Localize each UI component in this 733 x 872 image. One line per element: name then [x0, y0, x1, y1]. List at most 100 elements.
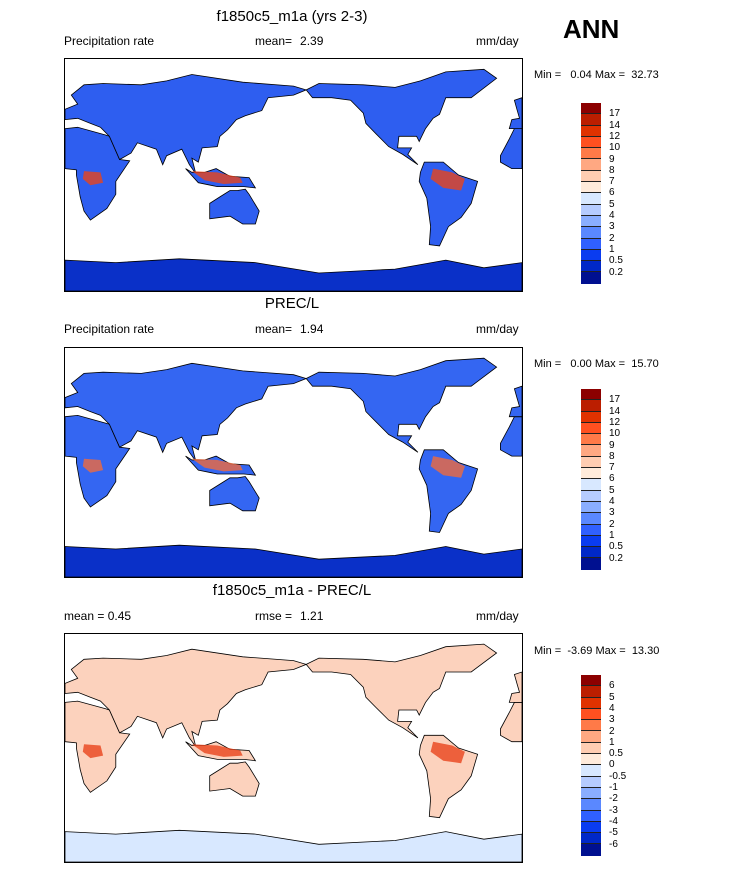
colorbar-tick-label: 8 — [609, 164, 615, 176]
colorbar-tick-label: 2 — [609, 232, 615, 244]
colorbar-box — [581, 238, 601, 250]
colorbar-box — [581, 215, 601, 228]
colorbar-tick-label: -2 — [609, 793, 618, 805]
field-label: Precipitation rate — [64, 322, 155, 336]
stat-label: rmse = — [255, 609, 293, 623]
colorbar-tick-label: 7 — [609, 462, 615, 474]
colorbar-tick-label: 6 — [609, 187, 615, 199]
colorbar-box — [581, 261, 601, 273]
map-panel — [64, 347, 523, 578]
colorbar-tick-label: 3 — [609, 221, 615, 233]
colorbar-box — [581, 445, 601, 457]
colorbar-box — [581, 456, 601, 469]
colorbar-tick-label: 0.2 — [609, 552, 623, 564]
stat: mean= 1.94 — [255, 322, 323, 336]
colorbar-tick-label: 9 — [609, 439, 615, 451]
colorbar-box — [581, 103, 601, 115]
stat: mean= 2.39 — [255, 34, 323, 48]
colorbar-box — [581, 148, 601, 160]
colorbar-box — [581, 434, 601, 446]
season-label: ANN — [563, 14, 620, 44]
colorbar-box — [581, 558, 601, 570]
colorbar-tick-label: -1 — [609, 782, 618, 793]
colorbar-tick-label: 9 — [609, 153, 615, 165]
colorbar-tick-label: 8 — [609, 450, 615, 462]
colorbar-box — [581, 547, 601, 559]
colorbar-box — [581, 675, 601, 687]
colorbar-box — [581, 193, 601, 205]
colorbar-tick-label: 17 — [609, 394, 621, 406]
colorbar-box — [581, 731, 601, 743]
map-panel — [64, 633, 523, 863]
land-australia — [209, 476, 260, 512]
wet-region-maritime — [191, 458, 243, 472]
colorbar-box — [581, 159, 601, 171]
land-westafrica — [499, 702, 522, 743]
colorbar-box — [581, 524, 601, 536]
map-panel — [64, 58, 523, 292]
colorbar-tick-label: 12 — [609, 130, 621, 142]
colorbar-box — [581, 799, 601, 811]
wet-region-amazon — [430, 741, 465, 764]
colorbar-tick-label: 1 — [609, 243, 615, 255]
colorbar-box — [581, 821, 601, 834]
colorbar-tick-label: 17 — [609, 108, 621, 120]
colorbar-box — [581, 844, 601, 856]
colorbar-tick-label: 4 — [609, 702, 615, 714]
colorbar-box — [581, 742, 601, 755]
colorbar-box — [581, 776, 601, 788]
land-northamerica — [305, 643, 498, 739]
land-antarctica — [65, 829, 522, 862]
colorbar-box — [581, 136, 601, 149]
land-eurasia — [65, 648, 308, 747]
colorbar-box — [581, 468, 601, 480]
colorbar-tick-label: 3 — [609, 714, 615, 726]
wet-region-amazon — [430, 168, 465, 191]
land-westafrica — [499, 416, 522, 457]
land-westeurope — [508, 671, 522, 703]
wet-region-maritime — [191, 171, 243, 184]
stat-label: mean= — [255, 322, 293, 336]
colorbar-tick-label: 6 — [609, 680, 615, 692]
colorbar-tick-label: 4 — [609, 210, 615, 221]
colorbar-tick-label: 4 — [609, 496, 615, 507]
colorbar-tick-label: -3 — [609, 804, 618, 816]
colorbar-box — [581, 754, 601, 766]
colorbar-tick-label: 0.5 — [609, 541, 623, 553]
colorbar-box — [581, 204, 601, 216]
panel-title: PREC/L — [264, 295, 320, 312]
colorbar-box — [581, 182, 601, 194]
colorbar-tick-label: 1 — [609, 736, 615, 748]
colorbar-tick-label: 1 — [609, 529, 615, 541]
colorbar-box — [581, 833, 601, 845]
colorbar-box — [581, 513, 601, 525]
units-label: mm/day — [476, 34, 519, 48]
land-antarctica — [65, 544, 522, 577]
colorbar-tick-label: 12 — [609, 416, 621, 428]
colorbar-tick-label: 2 — [609, 518, 615, 530]
land-australia — [209, 188, 260, 225]
stat-label: mean= — [255, 34, 293, 48]
colorbar — [581, 103, 601, 284]
stat-value: 2.39 — [300, 34, 324, 48]
colorbar — [581, 389, 601, 570]
stat: rmse = 1.21 — [255, 609, 323, 623]
colorbar-tick-label: 5 — [609, 198, 615, 210]
panel-title: f1850c5_m1a - PREC/L — [212, 582, 372, 599]
colorbar-tick-label: 0 — [609, 759, 615, 771]
colorbar-box — [581, 720, 601, 732]
land-westeurope — [508, 385, 522, 418]
colorbar-tick-label: 14 — [609, 405, 621, 417]
colorbar-box — [581, 422, 601, 435]
wet-region-centralafrica — [82, 171, 104, 186]
panel-title: f1850c5_m1a (yrs 2-3) — [216, 8, 368, 25]
colorbar-box — [581, 272, 601, 284]
colorbar-box — [581, 810, 601, 822]
field-label: Precipitation rate — [64, 34, 155, 48]
colorbar-box — [581, 708, 601, 721]
colorbar-tick-label: 5 — [609, 484, 615, 496]
colorbar-box — [581, 170, 601, 183]
min-max-label: Min = -3.69 Max = 13.30 — [534, 645, 660, 657]
wet-region-centralafrica — [82, 458, 104, 473]
